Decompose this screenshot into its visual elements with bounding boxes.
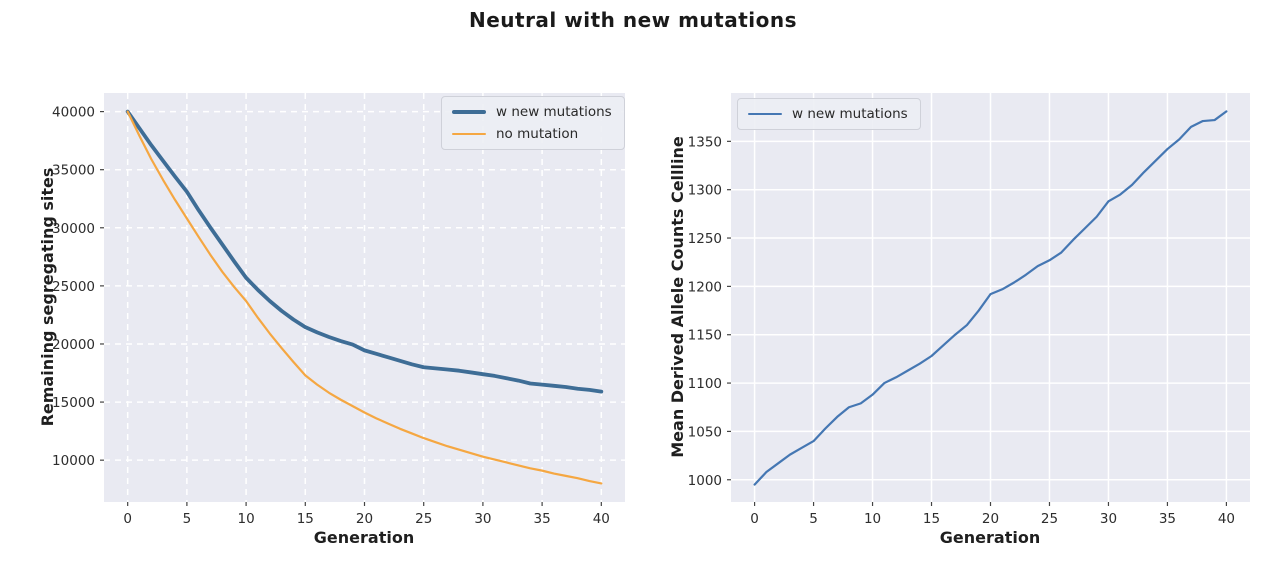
left-legend: w new mutations no mutation — [441, 96, 625, 150]
y-tick-label: 25000 — [52, 279, 95, 295]
x-tick-label: 25 — [415, 511, 432, 527]
y-tick-label: 1050 — [688, 424, 722, 440]
chart-0: 0 5 10 15 20 25 30 35 40 10000 15000 20000 25000 3000… — [52, 93, 625, 527]
left-y-axis-label: Remaining segregating sites — [38, 167, 57, 427]
y-tick-label: 35000 — [52, 163, 95, 179]
y-tick-label: 40000 — [52, 105, 95, 121]
y-tick-label: 1350 — [688, 134, 722, 150]
y-tick-label: 15000 — [52, 395, 95, 411]
x-tick-label: 20 — [982, 511, 999, 527]
legend-line-sample-no-mutation — [452, 133, 486, 135]
x-tick-label: 30 — [474, 511, 491, 527]
x-tick-label: 5 — [809, 511, 818, 527]
y-tick-label: 1150 — [688, 328, 722, 344]
x-tick-label: 15 — [923, 511, 940, 527]
series-line-no-mutation — [126, 110, 603, 485]
x-tick-label: 40 — [1218, 511, 1235, 527]
legend-label: w new mutations — [496, 104, 612, 120]
x-tick-label: 35 — [534, 511, 551, 527]
y-tick-label: 1200 — [688, 279, 722, 295]
y-tick-label: 10000 — [52, 453, 95, 469]
y-tick-label: 1250 — [688, 231, 722, 247]
chart-1: 0 5 10 15 20 25 30 35 40 1000 1050 1100 1150 1200 1250… — [688, 93, 1250, 527]
legend-label: w new mutations — [792, 106, 908, 122]
x-tick-label: 40 — [593, 511, 610, 527]
legend-item-w-new-mutations-right: w new mutations — [748, 106, 908, 122]
x-tick-label: 0 — [123, 511, 132, 527]
plot-area — [104, 93, 625, 502]
legend-item-no-mutation: no mutation — [452, 126, 612, 142]
series-line-w-new-mutations — [125, 109, 604, 394]
x-tick-label: 10 — [864, 511, 881, 527]
y-tick-label: 30000 — [52, 221, 95, 237]
legend-label: no mutation — [496, 126, 579, 142]
right-legend: w new mutations — [737, 98, 921, 130]
right-x-axis-label: Generation — [939, 528, 1041, 547]
x-tick-label: 25 — [1041, 511, 1058, 527]
y-tick-label: 1100 — [688, 376, 722, 392]
series-line-w-new-mutations — [753, 110, 1228, 486]
x-tick-label: 20 — [356, 511, 373, 527]
y-tick-label: 1000 — [688, 473, 722, 489]
x-tick-label: 10 — [237, 511, 254, 527]
legend-item-w-new-mutations: w new mutations — [452, 104, 612, 120]
y-tick-label: 1300 — [688, 183, 722, 199]
left-x-axis-label: Generation — [313, 528, 415, 547]
legend-line-sample-w-new-mutations-right — [748, 113, 782, 115]
right-y-axis-label: Mean Derived Allele Counts Cellline — [668, 136, 687, 458]
x-tick-label: 15 — [297, 511, 314, 527]
x-tick-label: 0 — [750, 511, 759, 527]
x-tick-label: 30 — [1100, 511, 1117, 527]
legend-line-sample-w-new-mutations — [452, 110, 486, 114]
y-tick-label: 20000 — [52, 337, 95, 353]
x-tick-label: 35 — [1159, 511, 1176, 527]
figure-title: Neutral with new mutations — [468, 8, 798, 32]
x-tick-label: 5 — [183, 511, 192, 527]
